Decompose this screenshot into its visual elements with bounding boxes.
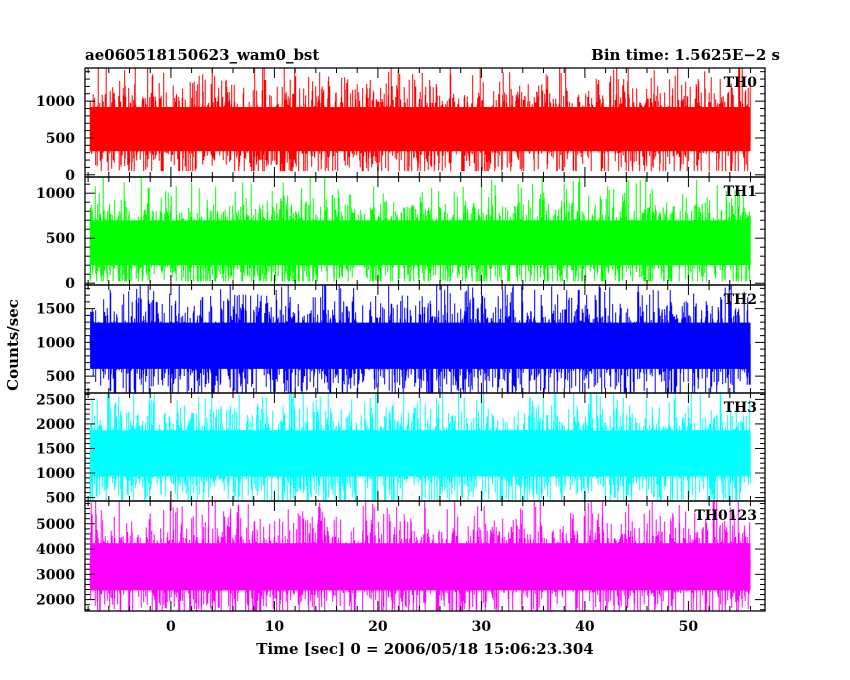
y-tick-label: 500 (46, 131, 75, 147)
panel-frame (84, 500, 766, 612)
y-tick-label: 0 (65, 168, 75, 184)
y-tick-label: 2000 (36, 593, 75, 609)
y-tick-label: 1000 (36, 466, 75, 482)
panel-label: TH0123 (694, 508, 757, 524)
chart-title-right: Bin time: 1.5625E−2 s (591, 46, 780, 64)
y-tick-label: 5000 (36, 517, 75, 533)
series-th2 (89, 285, 751, 393)
y-tick-label: 2500 (36, 392, 75, 408)
y-tick-label: 2000 (36, 417, 75, 433)
panel-th2: 500 1000 1500 TH2 (36, 284, 766, 394)
panel-th0123: 2000 3000 4000 5000 TH0123 (36, 500, 766, 612)
panel-th3: 500 1000 1500 2000 2500 TH3 (36, 392, 766, 507)
x-tick-label: 30 (472, 619, 492, 635)
y-tick-label: 4000 (36, 542, 75, 558)
series-th1 (89, 177, 751, 282)
x-tick-label: 50 (679, 619, 699, 635)
y-tick-label: 1500 (36, 302, 75, 318)
y-tick-label: 500 (46, 231, 75, 247)
y-tick-label: 0 (65, 276, 75, 292)
chart-title-left: ae060518150623_wam0_bst (85, 46, 319, 64)
x-tick-label: 0 (166, 619, 176, 635)
x-tick-label: 20 (368, 619, 388, 635)
y-axis-label: Counts/sec (4, 299, 22, 391)
panel-label: TH0 (724, 75, 758, 91)
x-tick-label: 40 (575, 619, 595, 635)
y-tick-label: 1000 (36, 186, 75, 202)
y-tick-label: 500 (46, 491, 75, 507)
series-th0 (89, 68, 751, 172)
y-tick-label: 500 (46, 369, 75, 385)
y-tick-label: 1000 (36, 94, 75, 110)
panel-th1: 0 500 1000 TH1 (36, 176, 766, 292)
panel-label: TH1 (724, 184, 757, 200)
series-th0123 (89, 501, 751, 611)
x-tick-label: 10 (265, 619, 285, 635)
panel-label: TH3 (724, 400, 757, 416)
series-th3 (89, 393, 751, 501)
x-axis-label: Time [sec] 0 = 2006/05/18 15:06:23.304 (256, 640, 593, 658)
y-tick-label: 3000 (36, 567, 75, 583)
y-tick-label: 1500 (36, 441, 75, 457)
panel-label: TH2 (724, 292, 757, 308)
y-tick-label: 1000 (36, 335, 75, 351)
panel-th0: 0 500 1000 TH0 (36, 67, 766, 184)
